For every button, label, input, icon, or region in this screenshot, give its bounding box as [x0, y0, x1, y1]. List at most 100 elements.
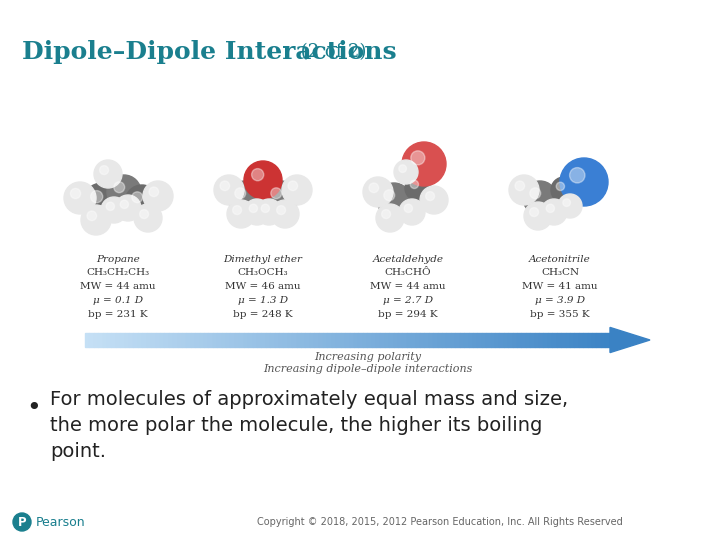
Circle shape: [558, 194, 582, 218]
Bar: [425, 333, 429, 347]
Text: MW = 44 amu: MW = 44 amu: [370, 282, 446, 291]
Circle shape: [369, 183, 379, 193]
Circle shape: [530, 207, 539, 217]
Circle shape: [249, 204, 258, 213]
Circle shape: [94, 160, 122, 188]
Circle shape: [282, 175, 312, 205]
Circle shape: [420, 186, 448, 214]
Circle shape: [244, 199, 270, 225]
Bar: [508, 333, 513, 347]
Text: bp = 355 K: bp = 355 K: [530, 310, 590, 319]
Bar: [433, 333, 438, 347]
Text: CH₃OCH₃: CH₃OCH₃: [238, 268, 288, 277]
Bar: [402, 333, 407, 347]
Bar: [319, 333, 323, 347]
Circle shape: [560, 158, 608, 206]
Bar: [552, 333, 557, 347]
Bar: [513, 333, 517, 347]
Circle shape: [394, 160, 418, 184]
Bar: [372, 333, 376, 347]
Circle shape: [276, 206, 286, 214]
Bar: [359, 333, 363, 347]
Text: point.: point.: [50, 442, 106, 461]
Circle shape: [377, 183, 411, 217]
Bar: [222, 333, 226, 347]
Text: μ = 1.3 D: μ = 1.3 D: [238, 296, 288, 305]
Bar: [266, 333, 270, 347]
Bar: [349, 333, 354, 347]
Circle shape: [91, 191, 103, 202]
Bar: [168, 333, 174, 347]
Bar: [186, 333, 191, 347]
Bar: [477, 333, 482, 347]
Bar: [151, 333, 156, 347]
Text: Propane: Propane: [96, 255, 140, 264]
Text: Increasing polarity: Increasing polarity: [314, 352, 421, 362]
Bar: [517, 333, 521, 347]
Circle shape: [81, 205, 111, 235]
Circle shape: [546, 204, 554, 213]
Circle shape: [530, 188, 541, 199]
Bar: [570, 333, 575, 347]
Bar: [120, 333, 125, 347]
Bar: [504, 333, 508, 347]
Bar: [464, 333, 469, 347]
Bar: [204, 333, 208, 347]
Bar: [213, 333, 217, 347]
Circle shape: [228, 181, 262, 215]
Circle shape: [551, 177, 577, 203]
Circle shape: [149, 187, 158, 197]
Bar: [253, 333, 257, 347]
Bar: [174, 333, 178, 347]
Bar: [129, 333, 133, 347]
Bar: [138, 333, 143, 347]
Circle shape: [13, 513, 31, 531]
Bar: [442, 333, 446, 347]
Bar: [521, 333, 526, 347]
Text: the more polar the molecule, the higher its boiling: the more polar the molecule, the higher …: [50, 416, 542, 435]
Circle shape: [411, 151, 425, 165]
Text: CH₃CH₂CH₃: CH₃CH₂CH₃: [86, 268, 150, 277]
Circle shape: [410, 180, 418, 188]
Bar: [230, 333, 235, 347]
Circle shape: [404, 204, 413, 213]
Bar: [354, 333, 359, 347]
Circle shape: [382, 210, 390, 219]
Bar: [588, 333, 592, 347]
Bar: [103, 333, 107, 347]
Bar: [341, 333, 345, 347]
Circle shape: [227, 200, 255, 228]
Bar: [112, 333, 116, 347]
Bar: [583, 333, 588, 347]
Circle shape: [99, 166, 109, 174]
Text: Increasing dipole–dipole interactions: Increasing dipole–dipole interactions: [263, 364, 472, 374]
Bar: [407, 333, 411, 347]
Bar: [182, 333, 186, 347]
Circle shape: [125, 185, 159, 219]
Circle shape: [101, 197, 127, 223]
Circle shape: [399, 199, 425, 225]
Text: CH₃CHÔ: CH₃CHÔ: [384, 268, 431, 277]
Circle shape: [120, 200, 129, 208]
Circle shape: [405, 175, 431, 201]
Bar: [235, 333, 239, 347]
Bar: [297, 333, 301, 347]
Bar: [482, 333, 486, 347]
Circle shape: [235, 188, 246, 199]
Bar: [380, 333, 384, 347]
Text: bp = 231 K: bp = 231 K: [88, 310, 148, 319]
Text: For molecules of approximately equal mass and size,: For molecules of approximately equal mas…: [50, 390, 568, 409]
Bar: [85, 333, 89, 347]
Circle shape: [256, 199, 282, 225]
Bar: [469, 333, 473, 347]
Text: bp = 248 K: bp = 248 K: [233, 310, 293, 319]
Bar: [420, 333, 425, 347]
Circle shape: [384, 190, 395, 201]
Text: MW = 44 amu: MW = 44 amu: [80, 282, 156, 291]
Bar: [438, 333, 442, 347]
Bar: [301, 333, 305, 347]
Text: Dimethyl ether: Dimethyl ether: [223, 255, 302, 264]
Text: Acetaldehyde: Acetaldehyde: [372, 255, 444, 264]
Circle shape: [143, 181, 173, 211]
Circle shape: [426, 192, 435, 200]
